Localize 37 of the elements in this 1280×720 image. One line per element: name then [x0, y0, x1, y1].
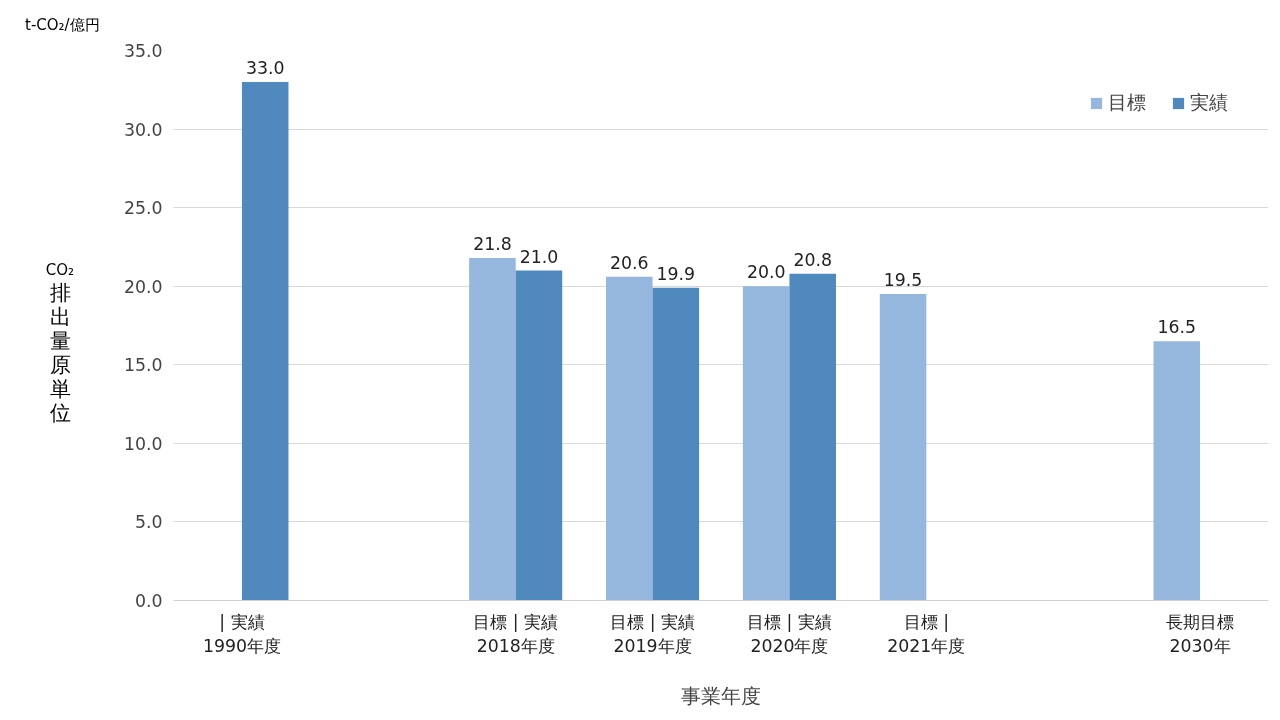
x-tick-label: 目標 | 2021年度: [887, 611, 966, 656]
text: t-CO₂/億円: [25, 15, 100, 36]
y-tick-label: 0.0: [134, 591, 163, 611]
x-tick-label: 目標 | 実績 2019年度: [610, 611, 695, 656]
y-axis-title: CO₂ 排出量原単位: [44, 260, 76, 426]
data-label: 16.5: [1157, 317, 1197, 338]
bar: [515, 270, 563, 601]
y-tick-label: 20.0: [123, 276, 163, 297]
legend-label: 目標: [1108, 91, 1146, 115]
x-axis-title: 事業年度: [681, 683, 761, 708]
data-label: 21.0: [519, 246, 559, 267]
x-tick-label: 目標 | 実績 2018年度: [473, 611, 559, 656]
bar: [606, 276, 653, 601]
y-tick-label: 35.0: [123, 41, 163, 61]
bar: [742, 286, 790, 601]
x-tick-label: 長期目標 2030年: [1166, 611, 1235, 656]
x-tick-label: | 実績 1990年度: [202, 611, 281, 656]
bar: [1153, 341, 1201, 601]
data-label: 19.5: [883, 270, 923, 291]
data-label: 21.8: [473, 233, 512, 254]
data-label: 20.0: [746, 262, 786, 283]
y-tick-label: 30.0: [123, 119, 163, 140]
data-label: 19.9: [656, 263, 696, 284]
legend-label: 実績: [1190, 91, 1228, 115]
bar: [879, 294, 927, 601]
bar: [652, 287, 700, 601]
y-tick-label: 10.0: [123, 433, 163, 454]
bar: [469, 257, 516, 601]
y-tick-label: 25.0: [123, 198, 163, 219]
data-label: 20.6: [610, 252, 649, 273]
y-tick-label: 5.0: [134, 512, 163, 533]
bar: [789, 273, 836, 601]
bar: [241, 81, 289, 601]
data-label: 20.8: [793, 249, 833, 270]
data-label: 33.0: [245, 57, 285, 78]
y-tick-label: 15.0: [123, 355, 163, 376]
x-tick-label: 目標 | 実績 2020年度: [747, 611, 832, 656]
